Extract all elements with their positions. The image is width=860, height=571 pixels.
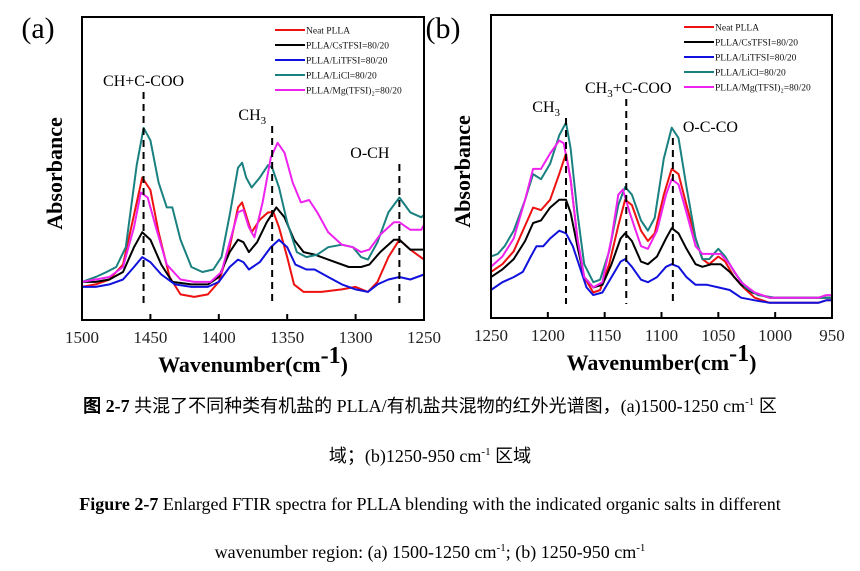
series-line-4 [490,139,832,299]
caption-en-text: wavenumber region: (a) 1500-1250 cm [214,542,497,562]
chart-panel-b: (b) Absorbance CH3 CH3+C-COO O-C-CO Neat PLLA… [426,12,845,375]
peak-annotation: CH+C-COO [103,73,184,90]
x-tick-label: 950 [819,326,845,345]
legend-label: PLLA/CsTFSI=80/20 [306,42,389,52]
panel-label: (a) [21,12,54,45]
legend-label: PLLA/LiTFSI=80/20 [715,54,797,64]
x-tick-label: 1400 [202,328,236,347]
caption-cn-line2: 域；(b)1250-950 cm-1 区域 [0,442,860,468]
caption-en-text: Enlarged FTIR spectra for PLLA blending … [158,494,781,514]
caption-cn-figure-number: 图 2-7 [83,396,130,416]
y-axis-label: Absorbance [450,115,475,228]
legend-label: PLLA/CsTFSI=80/20 [715,39,798,49]
caption-sup: -1 [745,396,755,408]
x-tick-label: 1250 [474,326,508,345]
legend-label: Neat PLLA [306,27,350,37]
caption-sup: -1 [481,446,491,458]
caption-cn-text-end: 区域 [490,446,532,466]
peak-annotation: CH3+C-COO [585,80,672,100]
caption-en-line1: Figure 2-7 Enlarged FTIR spectra for PLL… [0,494,860,515]
chart-panel-a: (a) Absorbance CH+C-COO CH3 O-CH Neat PLLA PLL… [21,12,441,377]
x-tick-label: 1050 [701,326,735,345]
peak-annotation: CH3 [532,99,560,119]
x-axis-label: Wavenumber(cm-1) [567,341,757,375]
ftir-figure: (a) Absorbance CH+C-COO CH3 O-CH Neat PLLA PLL… [21,12,845,377]
x-tick-label: 1350 [270,328,304,347]
caption-cn-text: 域；(b)1250-950 cm [328,446,482,466]
peak-annotation: CH3 [238,107,266,127]
caption-en-figure-number: Figure 2-7 [79,494,159,514]
x-tick-label: 1150 [588,326,621,345]
caption-cn-text: 共混了不同种类有机盐的 PLLA/有机盐共混物的红外光谱图，(a)1500-12… [129,396,746,416]
x-tick-label: 1000 [758,326,792,345]
legend-label: PLLA/LiCl=80/20 [715,69,786,79]
x-tick-label: 1450 [133,328,167,347]
caption-sup: -1 [496,542,506,554]
x-tick-label: 1500 [65,328,99,347]
x-tick-label: 1100 [645,326,678,345]
caption-cn-line1: 图 2-7 共混了不同种类有机盐的 PLLA/有机盐共混物的红外光谱图，(a)1… [0,392,860,418]
x-tick-label: 1200 [531,326,565,345]
series-line-4 [81,141,425,283]
x-tick-label: 1300 [339,328,373,347]
caption-en-text: ; (b) 1250-950 cm [505,542,637,562]
series-line-1 [82,206,424,286]
peak-annotation: O-CH [350,145,390,162]
series-line-2 [490,229,832,304]
legend-label: PLLA/Mg(TFSI)₂=80/20 [306,86,402,97]
legend-label: PLLA/Mg(TFSI)₂=80/20 [715,83,811,94]
plot-frame [81,16,425,321]
legend-label: Neat PLLA [715,24,759,34]
caption-en-line2: wavenumber region: (a) 1500-1250 cm-1; (… [0,542,860,563]
y-axis-label: Absorbance [42,117,67,230]
legend-label: PLLA/LiTFSI=80/20 [306,57,388,67]
panel-label: (b) [426,12,461,45]
x-tick-label: 1250 [407,328,441,347]
series-line-2 [82,238,425,293]
peak-annotation: O-C-CO [683,119,738,136]
series-line-1 [490,198,832,299]
series-line-0 [490,152,832,304]
caption-cn-text-end: 区 [754,396,777,416]
x-axis-label: Wavenumber(cm-1) [158,343,348,377]
series-line-3 [81,126,425,283]
legend-label: PLLA/LiCl=80/20 [306,72,377,82]
caption-sup: -1 [636,542,646,554]
